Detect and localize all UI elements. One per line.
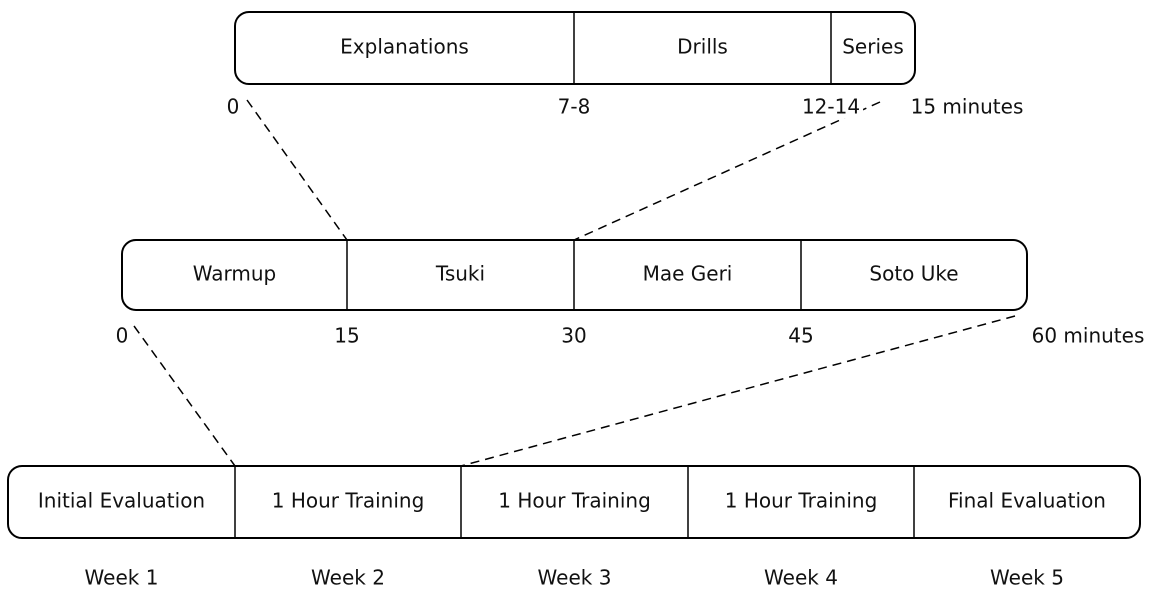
tick-label-bg: [554, 94, 594, 119]
week-label: Week 5: [990, 566, 1064, 590]
segment-label: Soto Uke: [869, 262, 958, 286]
tick-label-bg: [798, 94, 864, 119]
week-label: Week 4: [764, 566, 838, 590]
tick-label: 45: [788, 324, 813, 348]
tick-label-bg: [1028, 323, 1148, 348]
tick-label: 12-14: [802, 95, 860, 119]
zoom-line: [246, 99, 348, 241]
tick-label: 30: [561, 324, 586, 348]
tick-label: 60 minutes: [1032, 324, 1145, 348]
tick-label: 15 minutes: [911, 95, 1024, 119]
timeline-bar: [234, 11, 916, 85]
timeline-bar: [7, 465, 1141, 539]
zoom-line: [573, 101, 881, 241]
segment-label: Final Evaluation: [948, 489, 1106, 513]
tick-label-bg: [223, 94, 243, 119]
segment-label: 1 Hour Training: [498, 489, 651, 513]
zoom-line: [133, 325, 236, 467]
tick-label: 0: [227, 95, 240, 119]
tick-label-bg: [785, 323, 817, 348]
tick-label-bg: [331, 323, 363, 348]
tick-label: 7-8: [558, 95, 591, 119]
week-label: Week 3: [538, 566, 612, 590]
segment-label: Warmup: [193, 262, 276, 286]
segment-label: Explanations: [340, 35, 469, 59]
week-label: Week 2: [311, 566, 385, 590]
week-label: Week 1: [85, 566, 159, 590]
zoom-line: [460, 315, 1016, 467]
tick-label: 0: [116, 324, 129, 348]
tick-label-bg: [112, 323, 132, 348]
segment-label: Mae Geri: [643, 262, 733, 286]
tick-label-bg: [558, 323, 590, 348]
segment-label: 1 Hour Training: [725, 489, 878, 513]
tick-label-bg: [907, 94, 1027, 119]
segment-label: Tsuki: [435, 262, 485, 286]
segment-label: 1 Hour Training: [272, 489, 425, 513]
segment-label: Series: [842, 35, 904, 59]
tick-label: 15: [334, 324, 359, 348]
segment-label: Initial Evaluation: [38, 489, 205, 513]
segment-label: Drills: [677, 35, 728, 59]
